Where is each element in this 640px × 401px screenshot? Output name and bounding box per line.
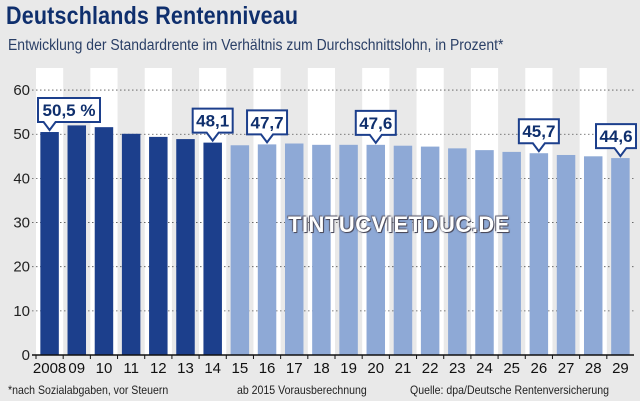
bar <box>121 133 141 355</box>
y-tick-label: 60 <box>13 82 30 99</box>
data-label-box <box>37 97 101 132</box>
x-tick-label: 11 <box>123 360 139 377</box>
bar <box>94 127 114 355</box>
data-label: 50,5 % <box>43 101 96 120</box>
bar <box>611 158 630 355</box>
x-tick-label: 12 <box>150 360 167 377</box>
bar <box>284 143 304 355</box>
x-tick-label: 13 <box>177 360 194 377</box>
x-tick-label: 22 <box>422 360 439 377</box>
y-tick-label: 10 <box>13 303 30 320</box>
forecast-note: ab 2015 Vorausberechnung <box>237 383 367 397</box>
x-tick-label: 23 <box>449 360 466 377</box>
source-note: Quelle: dpa/Deutsche Rentenversicherung <box>410 383 610 397</box>
y-tick-label: 30 <box>13 215 30 232</box>
bar <box>366 144 386 355</box>
bar <box>40 132 59 355</box>
bar <box>149 136 168 355</box>
chart-title: Deutschlands Rentenniveau <box>6 2 299 30</box>
x-tick-label: 14 <box>204 360 221 377</box>
bar <box>339 144 358 355</box>
bar <box>257 144 277 355</box>
bar <box>67 125 87 356</box>
data-label: 45,7 <box>522 122 555 141</box>
bar <box>556 154 576 355</box>
footnote: *nach Sozialabgaben, vor Steuern <box>8 383 169 397</box>
x-tick-label: 09 <box>68 360 85 377</box>
bar <box>529 153 549 355</box>
data-label: 48,1 <box>196 112 229 131</box>
data-label: 47,6 <box>359 114 392 133</box>
bar <box>203 142 222 355</box>
x-tick-label: 21 <box>395 360 412 377</box>
y-tick-label: 20 <box>13 259 30 276</box>
bar <box>230 145 250 355</box>
bar <box>475 150 494 355</box>
data-label-box <box>517 118 560 153</box>
bar <box>583 156 603 355</box>
data-label-box <box>354 109 397 145</box>
data-label: 44,6 <box>599 127 632 146</box>
x-tick-label: 27 <box>558 360 575 377</box>
chart-subtitle: Entwicklung der Standardrente im Verhält… <box>8 37 504 54</box>
x-tick-label: 26 <box>531 360 548 377</box>
bar <box>420 146 440 355</box>
watermark: TINTUCVIETDUC.DE <box>288 212 510 237</box>
x-tick-label: 24 <box>476 360 493 377</box>
x-tick-label: 29 <box>612 360 629 377</box>
x-tick-label: 28 <box>585 360 602 377</box>
x-tick-label: 20 <box>367 360 384 377</box>
data-label-box <box>191 107 234 143</box>
bar <box>448 148 467 355</box>
data-label-box <box>246 109 289 145</box>
bar <box>312 144 331 355</box>
data-label-box <box>595 123 637 158</box>
x-tick-label: 16 <box>259 360 276 377</box>
x-tick-label: 25 <box>503 360 520 377</box>
x-tick-label: 10 <box>96 360 113 377</box>
y-tick-label: 40 <box>13 170 30 187</box>
y-tick-label: 50 <box>13 126 30 143</box>
x-tick-label: 19 <box>340 360 357 377</box>
x-tick-label: 2008 <box>33 360 66 377</box>
bar <box>393 145 413 355</box>
x-tick-label: 18 <box>313 360 330 377</box>
bar <box>502 151 521 355</box>
x-tick-label: 17 <box>286 360 303 377</box>
data-label: 47,7 <box>250 113 283 132</box>
bar <box>176 139 195 355</box>
x-tick-label: 15 <box>232 360 249 377</box>
y-tick-label: 0 <box>22 347 30 364</box>
